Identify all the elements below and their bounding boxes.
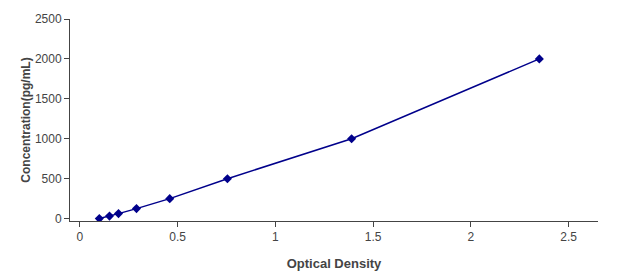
svg-text:0: 0 (76, 230, 83, 244)
svg-text:1500: 1500 (35, 92, 62, 106)
svg-text:1: 1 (272, 230, 279, 244)
svg-text:2: 2 (468, 230, 475, 244)
svg-text:1000: 1000 (35, 132, 62, 146)
svg-text:0.5: 0.5 (169, 230, 186, 244)
svg-text:0: 0 (55, 212, 62, 226)
svg-text:500: 500 (42, 172, 62, 186)
svg-text:2000: 2000 (35, 52, 62, 66)
svg-text:2500: 2500 (35, 12, 62, 26)
svg-text:1.5: 1.5 (365, 230, 382, 244)
svg-text:Concentration(pg/mL): Concentration(pg/mL) (19, 57, 33, 182)
svg-text:Optical Density: Optical Density (287, 256, 382, 271)
svg-text:2.5: 2.5 (560, 230, 577, 244)
